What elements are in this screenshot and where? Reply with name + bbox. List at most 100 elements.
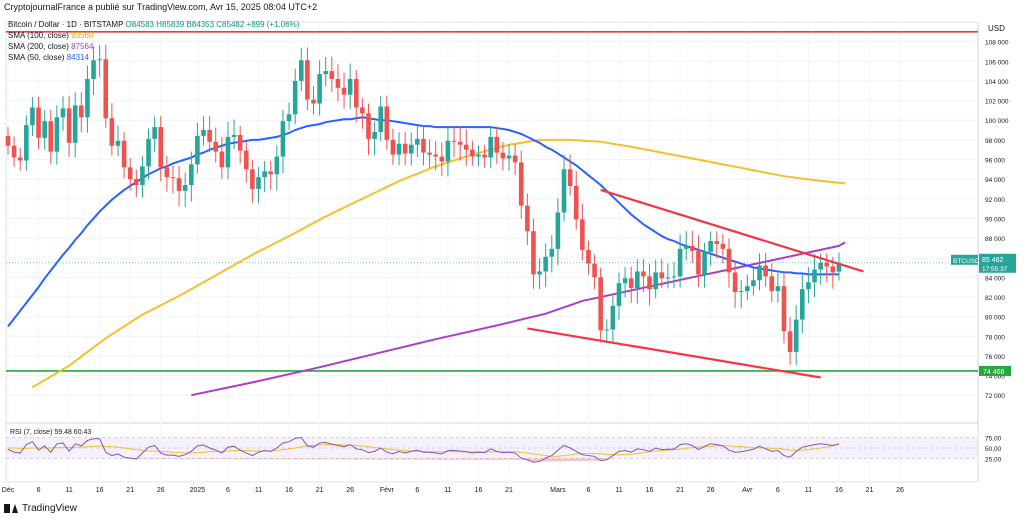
- y-tick-label: 88 000: [985, 236, 1005, 243]
- upper-trend-line: [600, 188, 864, 273]
- candle: [696, 250, 701, 275]
- x-tick-label: 2025: [190, 487, 206, 494]
- candle: [396, 143, 402, 155]
- candle: [635, 271, 640, 289]
- candle: [592, 263, 597, 278]
- candle: [207, 130, 212, 142]
- candle: [134, 179, 139, 186]
- candle: [463, 144, 469, 150]
- rsi-tick-label: 50,00: [985, 446, 1002, 453]
- candle: [781, 286, 787, 332]
- x-tick-label: 11: [65, 487, 72, 494]
- candle: [66, 108, 72, 143]
- candle: [518, 162, 524, 206]
- candle: [506, 155, 512, 159]
- symbol-label[interactable]: Bitcoin / Dollar · 1D · BITSTAMP: [8, 20, 124, 29]
- lower-trend-line: [527, 327, 821, 379]
- candle: [36, 107, 41, 138]
- candle: [714, 240, 720, 244]
- candle: [11, 145, 17, 158]
- x-tick-label: Avr: [742, 487, 753, 494]
- legend-sma50-row[interactable]: SMA (50, close) 84314: [8, 52, 299, 63]
- tradingview-icon: [4, 504, 18, 513]
- candle: [567, 169, 573, 187]
- sma200-value: 87564: [71, 42, 94, 51]
- x-tick-label: Févr: [380, 487, 395, 494]
- candle: [146, 138, 151, 167]
- candle: [5, 135, 11, 146]
- candle: [720, 243, 726, 249]
- candle: [140, 166, 145, 186]
- candle: [775, 286, 781, 292]
- candle: [818, 262, 823, 270]
- candle: [683, 245, 689, 249]
- y-tick-label: 72 000: [985, 393, 1005, 400]
- candle: [525, 205, 530, 232]
- candle: [482, 154, 487, 158]
- rsi-legend: RSI (7, close) 59.48 60.43: [10, 429, 91, 436]
- x-tick-label: 21: [316, 487, 324, 494]
- candle: [250, 169, 255, 189]
- candle: [353, 78, 359, 108]
- candle: [641, 271, 646, 277]
- legend-sma200-row[interactable]: SMA (200, close) 87564: [8, 41, 299, 52]
- rsi-tick-label: 25,00: [985, 457, 1002, 464]
- candle: [537, 271, 542, 275]
- brand-label: TradingView: [22, 503, 78, 514]
- y-tick-label: 98 000: [985, 138, 1005, 145]
- ohlc-values: O84583 H85839 B84353 C85482 +899 (+1.06%…: [125, 20, 300, 29]
- candle: [604, 329, 610, 331]
- candle: [812, 269, 817, 283]
- candle: [622, 278, 628, 284]
- candle: [726, 248, 732, 273]
- sma50-value: 84314: [66, 53, 89, 62]
- candle: [531, 231, 536, 275]
- y-tick-label: 92 000: [985, 197, 1005, 204]
- candle: [182, 185, 188, 191]
- x-tick-label: 21: [126, 487, 134, 494]
- candle: [415, 138, 420, 145]
- candle: [665, 277, 671, 279]
- candle: [751, 280, 756, 287]
- support-badge: [979, 365, 1011, 376]
- candle: [402, 143, 408, 154]
- candle: [189, 164, 194, 186]
- x-tick-label: 11: [255, 487, 262, 494]
- candle: [311, 99, 316, 104]
- candle: [243, 150, 249, 170]
- candle: [152, 127, 157, 139]
- candle: [378, 106, 384, 132]
- candle: [610, 305, 616, 330]
- candle: [280, 121, 286, 157]
- candle: [103, 59, 109, 119]
- tradingview-logo[interactable]: TradingView: [4, 503, 77, 514]
- x-tick-label: 16: [835, 487, 843, 494]
- y-tick-label: 94 000: [985, 177, 1005, 184]
- y-tick-label: 84 000: [985, 275, 1005, 282]
- candle: [787, 331, 793, 352]
- candle: [470, 149, 475, 157]
- x-tick-label: 26: [346, 487, 354, 494]
- candle: [616, 283, 622, 306]
- candle: [500, 152, 506, 159]
- candle: [317, 74, 322, 104]
- candle: [384, 106, 390, 140]
- candle: [225, 136, 231, 168]
- candle: [702, 251, 707, 275]
- candle: [586, 249, 591, 264]
- legend-sma100-row[interactable]: SMA (100, close) 93560: [8, 30, 299, 41]
- candle: [72, 105, 78, 143]
- candle: [292, 80, 298, 115]
- y-tick-label: 80 000: [985, 315, 1005, 322]
- candle: [494, 136, 500, 153]
- x-tick-label: 6: [776, 487, 780, 494]
- candle: [457, 141, 463, 145]
- candle: [256, 177, 261, 189]
- x-tick-label: 11: [615, 487, 622, 494]
- x-tick-label: 26: [896, 487, 904, 494]
- candle: [543, 256, 548, 272]
- candle: [561, 169, 567, 213]
- candle: [219, 151, 225, 168]
- candle: [170, 177, 176, 179]
